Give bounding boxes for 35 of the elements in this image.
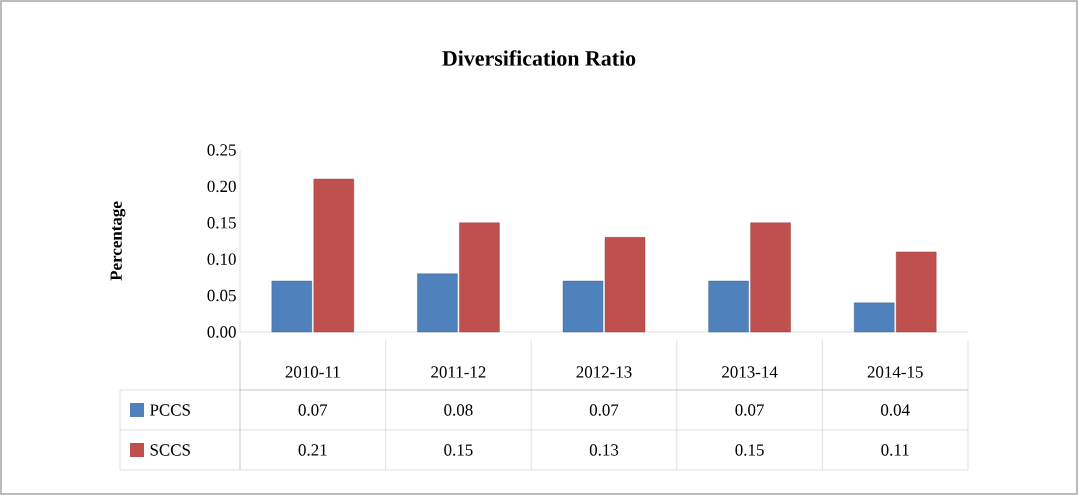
x-tick-label: 2011-12 (431, 366, 486, 378)
y-tick-label: 0.25 (207, 144, 236, 156)
bar (271, 280, 313, 333)
y-tick-label: 0.20 (207, 180, 236, 193)
data-label: 0.07 (735, 404, 764, 416)
bar (459, 222, 500, 333)
bar (750, 222, 791, 333)
data-label: 0.11 (881, 444, 909, 456)
x-tick-label: 2013-14 (722, 366, 778, 378)
bar (313, 178, 355, 333)
legend-label: SCCS (150, 444, 190, 456)
y-tick-label: 0.10 (207, 253, 236, 265)
data-label: 0.13 (589, 444, 619, 456)
x-tick-label: 2012-13 (576, 366, 632, 378)
legend-label: PCCS (150, 404, 190, 416)
bar (604, 237, 646, 333)
x-tick-label: 2014-15 (867, 366, 923, 378)
data-label: 0.07 (298, 404, 328, 416)
bar (708, 280, 749, 333)
y-axis-title: Percentage (110, 201, 126, 281)
bar (896, 251, 937, 333)
data-label: 0.15 (444, 444, 473, 456)
y-tick-label: 0.05 (207, 289, 236, 302)
y-tick-label: 0.00 (207, 326, 236, 338)
bar (854, 302, 895, 333)
bar (562, 280, 604, 333)
data-label: 0.15 (735, 444, 764, 456)
bar (417, 273, 458, 333)
y-tick-label: 0.15 (207, 217, 236, 229)
x-tick-label: 2010-11 (285, 366, 340, 378)
data-label: 0.21 (298, 444, 327, 456)
chart-title: Diversification Ratio (442, 50, 636, 66)
data-label: 0.04 (881, 404, 910, 416)
data-label: 0.07 (589, 404, 619, 416)
data-label: 0.08 (444, 404, 473, 416)
